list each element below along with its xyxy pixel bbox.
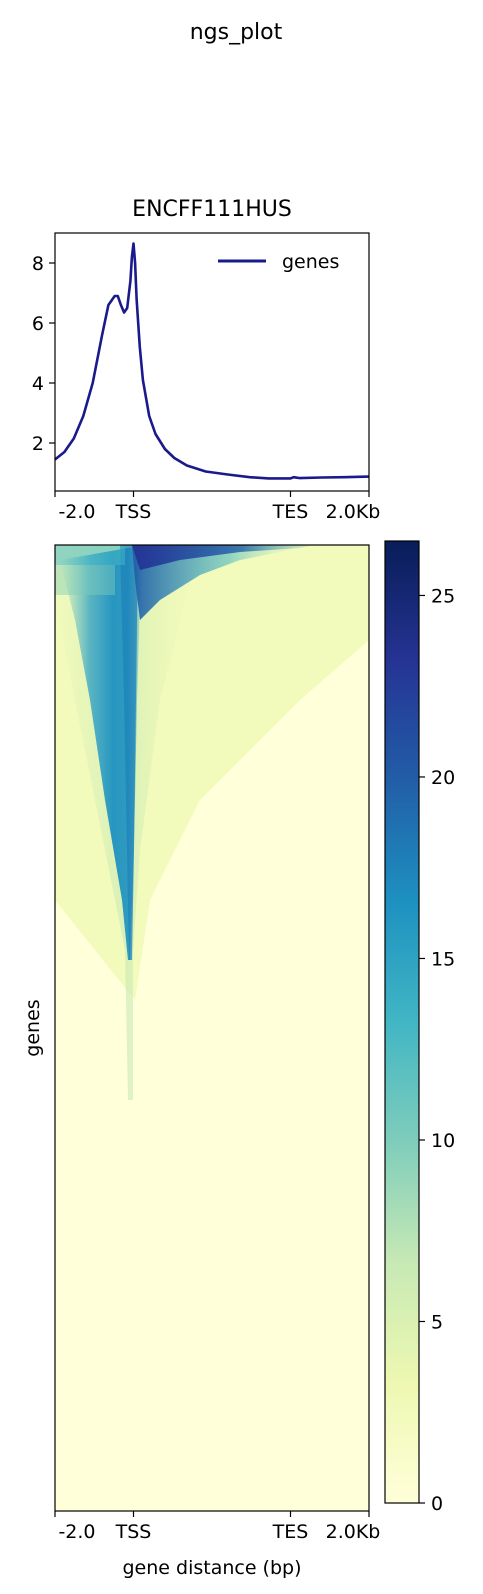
heatmap-xticks: -2.0 TSS TES 2.0Kb <box>54 1511 381 1543</box>
heatmap-xlabel: gene distance (bp) <box>122 1557 301 1579</box>
heatmap-genebody-band <box>132 545 310 620</box>
colorbar-tick-label: 15 <box>431 948 455 970</box>
profile-line-genes <box>54 242 370 480</box>
xtick-label: 2.0Kb <box>326 501 381 523</box>
heatmap-plot: -2.0 TSS TES 2.0Kb genes gene distance (bp) <box>22 544 381 1579</box>
heatmap-left-streak <box>55 545 125 565</box>
colorbar-frame <box>384 540 420 1504</box>
profile-yticks: 2 4 6 8 <box>32 253 55 455</box>
profile-axes-frame <box>54 232 370 492</box>
xtick-label: TES <box>272 501 309 523</box>
colorbar-gradient <box>385 541 419 1503</box>
profile-ytick-label: 6 <box>32 313 44 335</box>
profile-title: ENCFF111HUS <box>132 197 292 222</box>
xtick-label: TES <box>272 1521 309 1543</box>
heatmap-tss-core <box>120 545 138 960</box>
colorbar-tick-label: 20 <box>431 767 455 789</box>
profile-legend: genes <box>218 251 339 273</box>
heatmap-genebody-top <box>132 545 315 570</box>
colorbar-tick-label: 10 <box>431 1130 455 1152</box>
colorbar-tick-label: 25 <box>431 585 455 607</box>
colorbar: 0 5 10 15 20 25 <box>384 540 455 1515</box>
colorbar-ticks: 0 5 10 15 20 25 <box>419 585 455 1515</box>
xtick-label: TSS <box>115 501 152 523</box>
profile-ytick-label: 4 <box>32 373 44 395</box>
heatmap-axes-frame <box>54 544 370 1512</box>
profile-ytick-label: 2 <box>32 433 44 455</box>
xtick-label: -2.0 <box>58 501 95 523</box>
figure-title: ngs_plot <box>190 20 283 45</box>
legend-label-genes: genes <box>282 251 339 273</box>
profile-plot: ENCFF111HUS 2 4 6 8 -2.0 TSS TES 2.0Kb genes <box>32 197 380 523</box>
colorbar-tick-label: 0 <box>431 1493 443 1515</box>
heatmap-left-streak <box>55 565 115 595</box>
colorbar-tick-label: 5 <box>431 1311 443 1333</box>
xtick-label: 2.0Kb <box>326 1521 381 1543</box>
xtick-label: TSS <box>115 1521 152 1543</box>
profile-xticks: -2.0 TSS TES 2.0Kb <box>54 491 381 523</box>
xtick-label: -2.0 <box>58 1521 95 1543</box>
heatmap-ylabel: genes <box>22 999 44 1056</box>
heatmap-image <box>55 545 369 1511</box>
profile-ytick-label: 8 <box>32 253 44 275</box>
